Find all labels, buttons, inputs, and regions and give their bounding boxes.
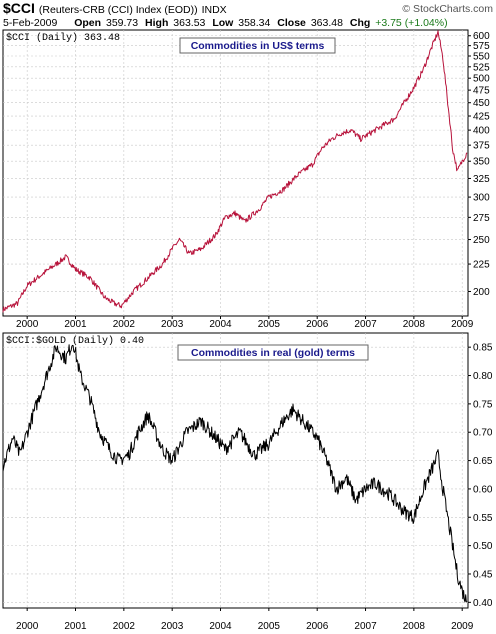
y-tick-label: 525 [473, 62, 490, 73]
exchange-label: INDX [202, 4, 227, 16]
open-value: 359.73 [106, 17, 138, 29]
plot-frame [2, 29, 469, 317]
y-tick-label: 400 [473, 126, 490, 137]
x-tick-label: 2007 [354, 319, 377, 330]
y-tick-label: 0.45 [473, 569, 493, 580]
low-label: Low [212, 17, 234, 29]
x-tick-label: 2009 [451, 319, 474, 330]
low-value: 358.34 [238, 17, 270, 29]
x-tick-label: 2006 [306, 319, 329, 330]
y-tick-label: 600 [473, 31, 490, 42]
y-tick-label: 0.60 [473, 484, 493, 495]
x-tick-label: 2006 [306, 621, 329, 632]
x-tick-label: 2008 [403, 621, 426, 632]
high-label: High [145, 17, 168, 29]
change-value: +3.75 (+1.04%) [375, 17, 447, 29]
y-tick-label: 550 [473, 52, 490, 63]
x-tick-label: 2001 [64, 621, 87, 632]
copyright-label: © StockCharts.com [402, 3, 493, 15]
y-tick-label: 500 [473, 74, 490, 85]
high-value: 363.53 [173, 17, 205, 29]
series-line [2, 30, 468, 313]
y-tick-label: 0.85 [473, 343, 493, 354]
y-tick-label: 375 [473, 141, 490, 152]
x-tick-label: 2005 [258, 621, 281, 632]
quote-date: 5-Feb-2009 [3, 17, 57, 29]
annotation-box [179, 37, 336, 54]
svg-text:5-Feb-2009 Open 359.73: 5-Feb-2009 Open 359.73 High 363.53 Low 3… [3, 17, 448, 29]
x-tick-label: 2007 [354, 621, 377, 632]
y-tick-label: 0.80 [473, 371, 493, 382]
annotation-text: Commodities in US$ terms [191, 40, 325, 52]
y-tick-label: 0.50 [473, 541, 493, 552]
close-label: Close [277, 17, 306, 29]
svg-text:$CCI(Reuters-CRB (CCI) Index (: $CCI (Reuters-CRB (CCI) Index (EOD)) INDX [3, 0, 227, 16]
x-tick-label: 2000 [16, 319, 39, 330]
y-tick-label: 350 [473, 157, 490, 168]
price-panel: 2002252502753003253503754004254504755005… [2, 29, 490, 330]
symbol-description: (Reuters-CRB (CCI) Index (EOD)) [39, 4, 198, 16]
y-tick-label: 325 [473, 174, 490, 185]
y-tick-label: 575 [473, 41, 490, 52]
annotation-box [177, 344, 369, 361]
x-tick-label: 2004 [209, 319, 232, 330]
panel-label: $CCI (Daily) 363.48 [6, 32, 120, 44]
close-value: 363.48 [311, 17, 343, 29]
y-tick-label: 225 [473, 260, 490, 271]
symbol: $CCI [3, 0, 35, 16]
series-line [2, 344, 468, 603]
change-label: Chg [350, 17, 370, 29]
panel-label: $CCI:$GOLD (Daily) 0.40 [6, 335, 144, 347]
x-tick-label: 2008 [403, 319, 426, 330]
y-tick-label: 200 [473, 287, 490, 298]
annotation-text: Commodities in real (gold) terms [191, 347, 355, 359]
y-tick-label: 0.40 [473, 598, 493, 609]
y-tick-label: 275 [473, 213, 490, 224]
x-tick-label: 2000 [16, 621, 39, 632]
x-tick-label: 2003 [161, 319, 184, 330]
y-tick-label: 425 [473, 112, 490, 123]
y-tick-label: 0.70 [473, 428, 493, 439]
x-tick-label: 2002 [113, 621, 136, 632]
y-tick-label: 250 [473, 235, 490, 246]
x-tick-label: 2009 [451, 621, 474, 632]
y-tick-label: 0.55 [473, 513, 493, 524]
x-tick-label: 2001 [64, 319, 87, 330]
x-tick-label: 2005 [258, 319, 281, 330]
ratio-panel: 0.40 0.45 0.50 0.55 0.60 0.65 0.70 0.75 0.80 0.85… [2, 332, 493, 632]
y-tick-label: 475 [473, 86, 490, 97]
open-label: Open [74, 17, 101, 29]
plot-frame [2, 332, 469, 609]
y-tick-label: 0.65 [473, 456, 493, 467]
x-tick-label: 2002 [113, 319, 136, 330]
y-tick-label: 0.75 [473, 399, 493, 410]
x-tick-label: 2004 [209, 621, 232, 632]
y-tick-label: 300 [473, 193, 490, 204]
y-tick-label: 450 [473, 98, 490, 109]
x-tick-label: 2003 [161, 621, 184, 632]
